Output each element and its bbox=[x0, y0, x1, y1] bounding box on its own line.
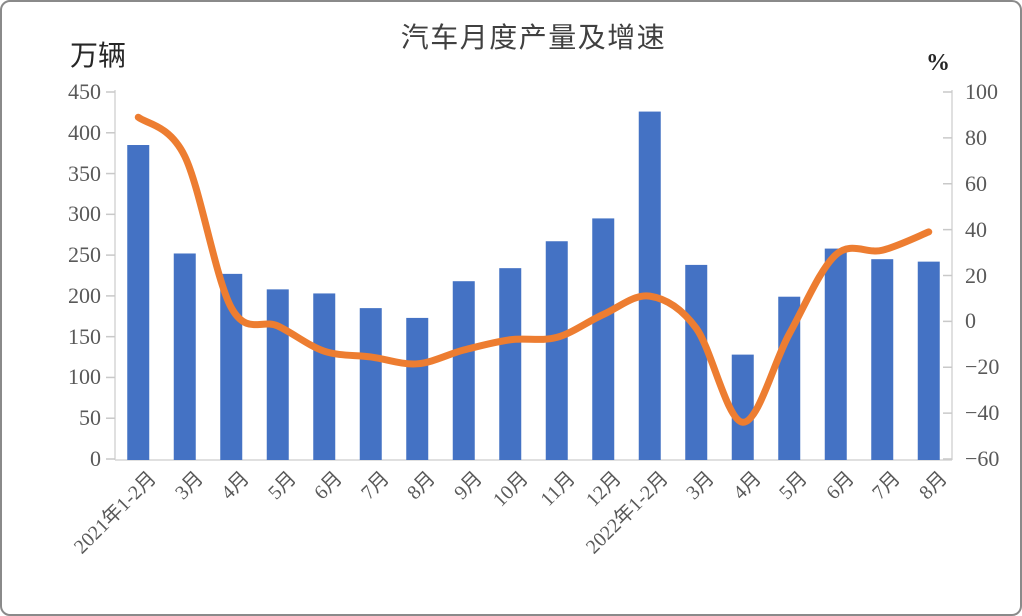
left-tick-label-350: 350 bbox=[68, 160, 101, 186]
bar-2021年1-2月 bbox=[127, 145, 150, 460]
bar-3月 bbox=[685, 264, 708, 460]
bar-3月 bbox=[173, 253, 196, 460]
bar-5月 bbox=[266, 289, 289, 460]
bar-6月 bbox=[824, 248, 847, 460]
right-tick-label--20: −20 bbox=[965, 354, 1000, 380]
bar-7月 bbox=[871, 259, 894, 460]
bar-2022年1-2月 bbox=[638, 111, 661, 460]
left-tick-label-200: 200 bbox=[68, 282, 101, 308]
bar-8月 bbox=[406, 317, 429, 460]
bar-9月 bbox=[452, 281, 475, 460]
bar-12月 bbox=[592, 218, 615, 460]
left-axis-unit-label: 万辆 bbox=[70, 41, 127, 72]
right-tick-label-20: 20 bbox=[965, 262, 987, 288]
bar-8月 bbox=[917, 261, 940, 460]
left-tick-label-400: 400 bbox=[68, 119, 101, 145]
left-tick-label-450: 450 bbox=[68, 79, 101, 104]
left-tick-label-250: 250 bbox=[68, 242, 101, 268]
left-tick-label-300: 300 bbox=[68, 201, 101, 227]
left-tick-label-0: 0 bbox=[90, 446, 101, 471]
right-tick-label-60: 60 bbox=[965, 170, 987, 196]
right-axis-unit-label: % bbox=[926, 50, 950, 76]
bar-11月 bbox=[545, 241, 568, 460]
bar-10月 bbox=[499, 268, 522, 460]
right-tick-label-100: 100 bbox=[965, 79, 998, 104]
bar-4月 bbox=[731, 354, 754, 460]
left-tick-label-100: 100 bbox=[68, 364, 101, 390]
left-tick-label-150: 150 bbox=[68, 323, 101, 349]
right-tick-label-0: 0 bbox=[965, 308, 976, 334]
right-tick-label-80: 80 bbox=[965, 124, 987, 150]
right-tick-label--60: −60 bbox=[965, 446, 1000, 471]
right-tick-label-40: 40 bbox=[965, 216, 987, 242]
growth-rate-line bbox=[134, 113, 933, 426]
bar-6月 bbox=[313, 293, 336, 460]
right-tick-label--40: −40 bbox=[965, 400, 1000, 426]
left-tick-label-50: 50 bbox=[79, 405, 101, 431]
chart-title: 汽车月度产量及增速 bbox=[400, 23, 667, 54]
bar-7月 bbox=[359, 308, 382, 460]
